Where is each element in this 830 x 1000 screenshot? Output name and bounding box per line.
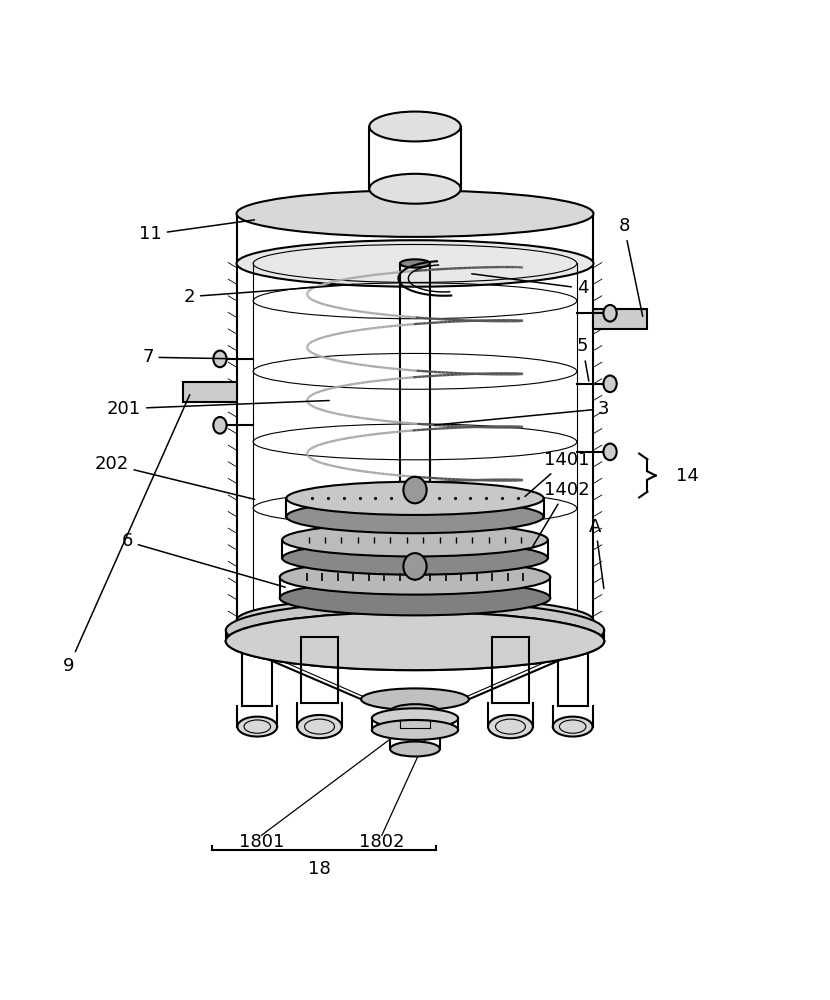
Text: 201: 201: [107, 400, 330, 418]
Ellipse shape: [488, 715, 533, 738]
Ellipse shape: [390, 704, 440, 719]
Ellipse shape: [372, 720, 458, 740]
Ellipse shape: [400, 259, 430, 268]
Text: 8: 8: [618, 217, 642, 316]
Ellipse shape: [226, 601, 604, 659]
Text: 4: 4: [471, 274, 588, 297]
Ellipse shape: [226, 612, 604, 670]
Ellipse shape: [369, 174, 461, 204]
Ellipse shape: [237, 190, 593, 237]
Ellipse shape: [286, 482, 544, 515]
Ellipse shape: [286, 500, 544, 533]
Text: 2: 2: [183, 284, 354, 306]
Ellipse shape: [372, 708, 458, 728]
Text: 1402: 1402: [533, 481, 589, 547]
Ellipse shape: [213, 351, 227, 367]
Text: 11: 11: [139, 220, 255, 243]
Text: 7: 7: [142, 348, 238, 366]
Bar: [593, 309, 647, 329]
Ellipse shape: [282, 542, 548, 575]
Text: 6: 6: [121, 532, 286, 587]
Ellipse shape: [390, 742, 440, 756]
Ellipse shape: [280, 560, 550, 595]
Ellipse shape: [603, 444, 617, 460]
Text: A: A: [589, 518, 604, 589]
Ellipse shape: [403, 553, 427, 580]
Ellipse shape: [603, 305, 617, 322]
Ellipse shape: [280, 581, 550, 615]
Text: 3: 3: [434, 400, 609, 425]
Text: 14: 14: [676, 467, 700, 485]
Ellipse shape: [213, 417, 227, 434]
Bar: [183, 382, 237, 402]
Ellipse shape: [403, 477, 427, 503]
Text: 202: 202: [95, 455, 255, 499]
Ellipse shape: [297, 715, 342, 738]
Ellipse shape: [369, 112, 461, 141]
Ellipse shape: [237, 717, 277, 737]
Ellipse shape: [553, 717, 593, 737]
Ellipse shape: [603, 375, 617, 392]
Text: 1401: 1401: [525, 451, 589, 497]
Ellipse shape: [282, 523, 548, 556]
Text: 1801: 1801: [239, 833, 284, 851]
Ellipse shape: [361, 688, 469, 710]
Ellipse shape: [237, 240, 593, 287]
Ellipse shape: [237, 597, 593, 644]
Text: 5: 5: [577, 337, 588, 381]
Text: 1802: 1802: [359, 833, 404, 851]
Text: 9: 9: [63, 395, 190, 675]
Text: 18: 18: [308, 860, 331, 878]
